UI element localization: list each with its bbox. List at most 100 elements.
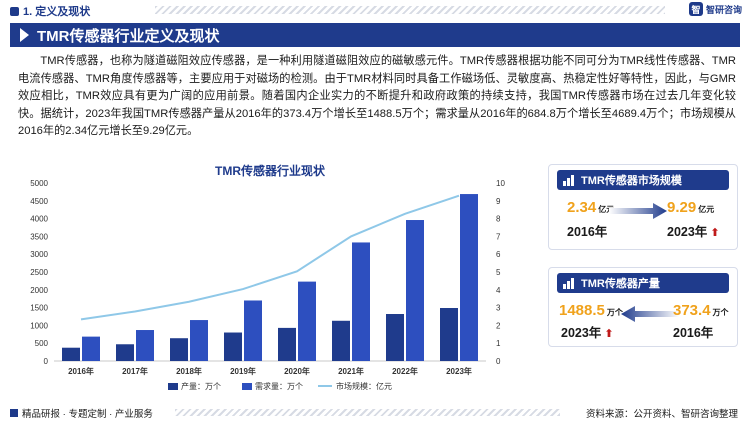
y-right-tick-label: 8 [496, 215, 501, 224]
y-right-tick-label: 0 [496, 357, 501, 366]
market-from-year: 2016年 [567, 225, 608, 239]
y-left-tick-label: 1500 [30, 304, 48, 313]
x-tick-label: 2020年 [284, 366, 310, 376]
legend-label-market: 市场规模：亿元 [336, 381, 392, 391]
bar-production [116, 344, 134, 361]
y-right-tick-label: 2 [496, 321, 501, 330]
x-tick-label: 2019年 [230, 366, 256, 376]
x-tick-label: 2021年 [338, 366, 364, 376]
y-left-tick-label: 4000 [30, 215, 48, 224]
market-to-unit: 亿元 [698, 205, 715, 214]
line-market-size [80, 194, 460, 321]
legend-label-demand: 需求量：万个 [255, 381, 303, 391]
x-tick-label: 2022年 [392, 366, 418, 376]
bar-production [440, 308, 458, 361]
y-left-tick-label: 500 [35, 339, 49, 348]
bar-demand [190, 320, 208, 361]
intro-paragraph: TMR传感器，也称为隧道磁阻效应传感器，是一种利用隧道磁阻效应的磁敏感元件。TM… [18, 55, 736, 138]
y-right-tick-label: 9 [496, 197, 501, 206]
section-square-icon [10, 6, 19, 16]
legend-label-production: 产量：万个 [181, 381, 221, 391]
market-to-year-group: 2023年 ⬆ [667, 221, 720, 240]
bar-demand [352, 242, 370, 361]
market-to-value: 9.29 [667, 199, 697, 216]
production-to-value: 1488.5 [559, 302, 605, 319]
page-title: TMR传感器行业定义及现状 [37, 27, 220, 45]
chart-container: TMR传感器行业现状 0 500 1000 1500 2000 2500 3000 3500 40… [20, 161, 526, 398]
y-left-tick-label: 4500 [30, 197, 48, 206]
production-from-unit: 万个 [712, 308, 729, 317]
section-label: 1. 定义及现状 [23, 6, 91, 18]
market-size-card-title: TMR传感器市场规模 [581, 175, 682, 187]
footer: 精品研报 · 专题定制 · 产业服务 资料来源：公开资料、智研咨询整理 [0, 404, 750, 421]
y-right-tick-label: 5 [496, 268, 501, 277]
x-tick-label: 2018年 [176, 366, 202, 376]
bar-demand [82, 336, 100, 361]
bar-demand [136, 330, 154, 361]
play-triangle-icon [20, 28, 29, 42]
market-to-year: 2023年 [667, 225, 708, 239]
y-left-tick-label: 2000 [30, 286, 48, 295]
production-card: TMR传感器产量 1488.5 万个 2023年 ⬆ 373.4 万个 2016年 [548, 267, 738, 347]
footer-tagline: 精品研报 · 专题定制 · 产业服务 [22, 409, 153, 420]
y-right-tick-label: 1 [496, 339, 501, 348]
bar-production [224, 332, 242, 361]
footer-stripes [175, 409, 560, 416]
y-right-tick-label: 10 [496, 179, 505, 188]
market-from-value: 2.34 [567, 199, 597, 216]
bar-demand [298, 281, 316, 361]
y-left-tick-label: 2500 [30, 268, 48, 277]
bar-chart-icon [563, 277, 575, 289]
source-note: 资料来源：公开资料、智研咨询整理 [585, 409, 738, 420]
y-right-tick-label: 3 [496, 304, 501, 313]
y-right-tick-label: 7 [496, 232, 501, 241]
production-to-year-group: 2023年 ⬆ [561, 322, 614, 341]
logo-text: 智研咨询 [705, 4, 742, 15]
market-size-card-header: TMR传感器市场规模 [557, 170, 729, 190]
production-to-unit: 万个 [606, 308, 623, 317]
bar-production [170, 338, 188, 361]
production-from-value: 373.4 [673, 302, 711, 319]
header-stripes [155, 6, 665, 14]
section-header: 1. 定义及现状 [10, 3, 90, 19]
market-from-unit: 亿元 [598, 205, 615, 214]
market-to-value-group: 9.29 亿元 [667, 199, 714, 217]
y-left-tick-label: 1000 [30, 321, 48, 330]
x-tick-label: 2016年 [68, 366, 94, 376]
bar-demand [460, 194, 478, 361]
market-size-card: TMR传感器市场规模 2.34 亿元 2016年 9.29 亿元 2023年 ⬆ [548, 164, 738, 250]
legend-swatch-demand [242, 383, 252, 390]
legend-swatch-production [168, 383, 178, 390]
y-right-tick-label: 4 [496, 286, 501, 295]
x-tick-label: 2023年 [446, 366, 472, 376]
left-arrow-icon [621, 306, 679, 322]
brand-logo: 智 智研咨询 [688, 2, 742, 16]
bar-demand [406, 220, 424, 361]
combo-chart: TMR传感器行业现状050010001500200025003000350040… [30, 163, 505, 391]
up-arrow-icon: ⬆ [710, 227, 720, 239]
bar-production [386, 314, 404, 361]
up-arrow-icon: ⬆ [604, 328, 614, 340]
y-left-tick-label: 5000 [30, 179, 48, 188]
footer-square-icon [10, 409, 18, 417]
footer-left: 精品研报 · 专题定制 · 产业服务 [10, 406, 153, 420]
production-to-value-group: 1488.5 万个 [559, 302, 623, 320]
bar-production [278, 327, 296, 361]
chart-title: TMR传感器行业现状 [215, 163, 326, 178]
production-from-year: 2016年 [673, 326, 714, 340]
y-left-tick-label: 3000 [30, 250, 48, 259]
market-from-value-group: 2.34 亿元 [567, 199, 614, 217]
right-arrow-icon [609, 203, 667, 219]
production-card-title: TMR传感器产量 [581, 278, 660, 290]
bar-demand [244, 300, 262, 361]
y-right-tick-label: 6 [496, 250, 501, 259]
bar-production [332, 320, 350, 361]
x-tick-label: 2017年 [122, 366, 148, 376]
production-card-header: TMR传感器产量 [557, 273, 729, 293]
title-bar: TMR传感器行业定义及现状 [10, 23, 740, 47]
y-left-tick-label: 3500 [30, 232, 48, 241]
y-left-tick-label: 0 [44, 357, 49, 366]
top-bar: 1. 定义及现状 智 智研咨询 [0, 0, 750, 20]
production-from-value-group: 373.4 万个 [673, 302, 729, 320]
logo-mark-icon: 智 [688, 2, 703, 16]
